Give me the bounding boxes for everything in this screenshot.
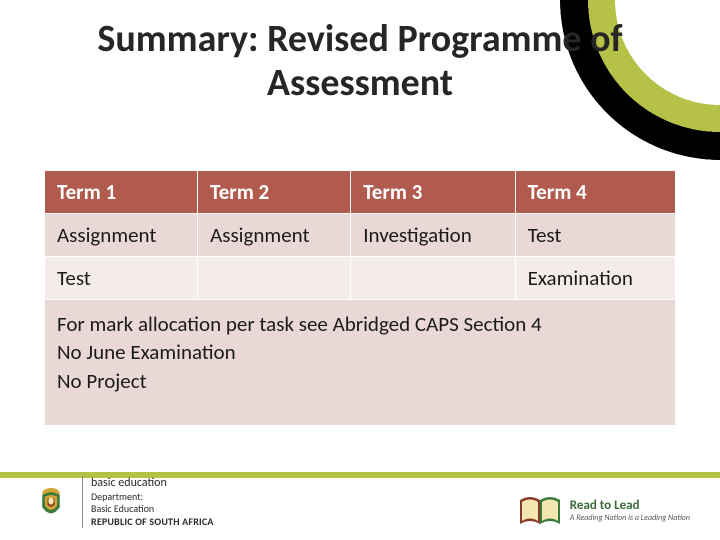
cell — [198, 257, 351, 300]
notes-cell: For mark allocation per task see Abridge… — [45, 300, 676, 426]
dept-line3: Basic Education — [91, 503, 214, 516]
note-line: No June Examination — [57, 338, 663, 366]
assessment-table: Term 1 Term 2 Term 3 Term 4 Assignment A… — [44, 170, 676, 426]
open-book-icon — [518, 494, 562, 528]
cell: Assignment — [198, 214, 351, 257]
rtl-text: Read to Lead A Reading Nation is a Leadi… — [570, 498, 690, 523]
slide-title: Summary: Revised Programme of Assessment — [50, 18, 670, 105]
table-row: Assignment Assignment Investigation Test — [45, 214, 676, 257]
note-line: No Project — [57, 367, 663, 395]
note-line: For mark allocation per task see Abridge… — [57, 310, 663, 338]
cell: Examination — [515, 257, 675, 300]
cell: Investigation — [351, 214, 515, 257]
col-term3: Term 3 — [351, 171, 515, 214]
dept-logo: basic education Department: Basic Educat… — [30, 476, 214, 529]
table-notes-row: For mark allocation per task see Abridge… — [45, 300, 676, 426]
table-row: Test Examination — [45, 257, 676, 300]
col-term1: Term 1 — [45, 171, 198, 214]
cell — [351, 257, 515, 300]
dept-line1: basic education — [91, 476, 214, 491]
rtl-tagline: A Reading Nation is a Leading Nation — [570, 514, 690, 524]
cell: Assignment — [45, 214, 198, 257]
table-header-row: Term 1 Term 2 Term 3 Term 4 — [45, 171, 676, 214]
col-term2: Term 2 — [198, 171, 351, 214]
col-term4: Term 4 — [515, 171, 675, 214]
cell: Test — [45, 257, 198, 300]
dept-text: basic education Department: Basic Educat… — [82, 476, 214, 529]
rtl-brand: Read to Lead — [570, 498, 690, 514]
read-to-lead-logo: Read to Lead A Reading Nation is a Leadi… — [518, 494, 690, 528]
slide: Summary: Revised Programme of Assessment… — [0, 0, 720, 540]
coat-of-arms-icon — [30, 481, 72, 523]
dept-line4: REPUBLIC OF SOUTH AFRICA — [91, 516, 214, 529]
cell: Test — [515, 214, 675, 257]
